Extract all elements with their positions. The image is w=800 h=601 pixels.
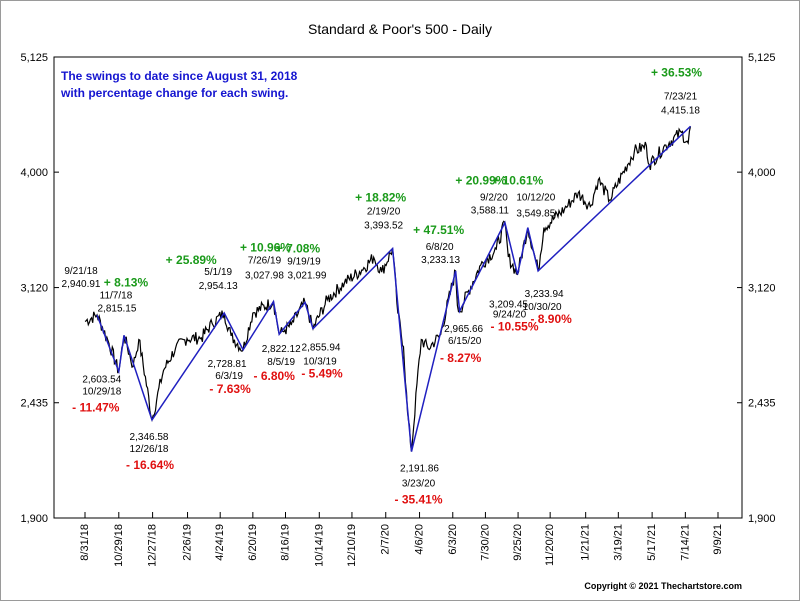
swing-date-label: 6/3/19 <box>215 371 243 382</box>
swing-value-label: 4,415.18 <box>661 105 700 116</box>
swing-loss-label: - 5.49% <box>301 367 343 381</box>
swing-value-label: 3,588.11 <box>471 206 510 217</box>
swing-value-label: 3,233.13 <box>421 255 460 266</box>
x-tick-label: 12/27/18 <box>147 524 159 567</box>
y-tick-label-right: 3,120 <box>748 283 776 295</box>
swing-gain-label: + 20.99% <box>455 174 506 188</box>
swing-gain-label: + 10.61% <box>492 174 543 188</box>
swing-value-label: 3,549.85 <box>516 209 555 220</box>
y-tick-label-left: 1,900 <box>20 513 48 525</box>
swing-value-label: 2,191.86 <box>400 464 439 475</box>
swing-date-label: 9/21/18 <box>64 266 98 277</box>
swing-loss-label: - 8.27% <box>440 351 482 365</box>
swing-loss-label: - 7.63% <box>209 382 251 396</box>
swing-date-label: 2/19/20 <box>367 207 401 218</box>
swing-date-label: 10/12/20 <box>516 193 555 204</box>
swing-value-label: 3,209.45 <box>489 299 528 310</box>
x-tick-label: 10/14/19 <box>313 524 325 567</box>
x-tick-label: 4/24/19 <box>214 524 226 561</box>
swing-loss-label: - 10.55% <box>490 319 538 333</box>
swing-value-label: 2,728.81 <box>208 359 247 370</box>
y-tick-label-left: 4,000 <box>20 167 48 179</box>
x-tick-label: 10/29/18 <box>113 524 125 567</box>
swing-date-label: 8/5/19 <box>267 357 295 368</box>
swing-gain-label: + 8.13% <box>104 275 149 289</box>
price-line <box>84 126 692 452</box>
swing-value-label: 3,021.99 <box>288 270 327 281</box>
x-tick-label: 8/16/19 <box>279 524 291 561</box>
x-tick-label: 9/9/21 <box>712 524 724 555</box>
swing-gain-label: + 7.08% <box>276 241 321 255</box>
x-tick-label: 8/31/18 <box>79 524 91 561</box>
swing-date-label: 10/3/19 <box>303 357 337 368</box>
x-tick-label: 1/21/21 <box>580 524 592 561</box>
swing-date-label: 10/30/20 <box>523 302 562 313</box>
swing-value-label: 2,855.94 <box>302 343 341 354</box>
swing-date-label: 6/8/20 <box>426 242 454 253</box>
annotation-layer: 9/21/18 2,940.91 10/29/182,603.54 - 11.47% 1… <box>62 65 703 506</box>
x-tick-label: 11/20/20 <box>544 524 556 566</box>
y-tick-label-right: 1,900 <box>748 513 776 525</box>
swing-date-label: 9/19/19 <box>287 256 321 267</box>
y-tick-label-right: 2,435 <box>748 398 776 410</box>
swing-value-label: 2,346.58 <box>130 432 169 443</box>
swing-gain-label: + 25.89% <box>166 253 217 267</box>
y-tick-label-right: 4,000 <box>748 167 776 179</box>
swing-date-label: 7/23/21 <box>664 91 698 102</box>
series-layer <box>84 125 692 452</box>
swing-loss-label: - 11.47% <box>72 401 120 415</box>
swing-loss-label: - 6.80% <box>254 369 296 383</box>
x-tick-label: 7/30/20 <box>479 524 491 561</box>
y-tick-label-left: 5,125 <box>20 52 48 64</box>
y-tick-label-right: 5,125 <box>748 52 776 64</box>
swing-date-label: 6/15/20 <box>448 336 482 347</box>
swing-date-label: 10/29/18 <box>82 387 121 398</box>
x-tick-label: 9/25/20 <box>512 524 524 561</box>
swing-date-label: 11/7/18 <box>100 290 133 301</box>
swing-value-label: 3,233.94 <box>525 289 564 300</box>
swing-line <box>96 125 692 452</box>
swing-date-label: 7/26/19 <box>248 255 282 266</box>
swing-value-label: 2,822.12 <box>262 344 301 355</box>
x-tick-label: 3/19/21 <box>612 524 624 561</box>
swing-loss-label: - 16.64% <box>126 458 174 472</box>
swing-value-label: 3,393.52 <box>364 221 403 232</box>
x-tick-label: 6/20/19 <box>247 524 259 561</box>
swing-date-label: 9/24/20 <box>493 309 527 320</box>
note-line-2: with percentage change for each swing. <box>60 86 288 100</box>
y-tick-label-left: 2,435 <box>20 398 48 410</box>
y-tick-label-left: 3,120 <box>20 283 48 295</box>
swing-value-label: 2,940.91 <box>62 279 101 290</box>
chart-title: Standard & Poor's 500 - Daily <box>308 21 492 37</box>
swing-gain-label: + 10.96% <box>240 240 291 254</box>
x-tick-label: 2/7/20 <box>380 524 392 555</box>
swing-loss-label: - 35.41% <box>395 493 443 507</box>
swing-date-label: 12/26/18 <box>130 444 169 455</box>
swing-loss-label: - 8.90% <box>530 312 572 326</box>
note-line-1: The swings to date since August 31, 2018 <box>61 69 298 83</box>
swing-gain-label: + 47.51% <box>413 223 464 237</box>
swing-date-label: 3/23/20 <box>402 479 436 490</box>
swing-gain-label: + 18.82% <box>355 191 406 205</box>
x-tick-label: 5/17/21 <box>646 524 658 561</box>
swing-value-label: 2,954.13 <box>199 281 238 292</box>
swing-date-label: 5/1/19 <box>204 267 232 278</box>
y-axis-left: 5,125 4,000 3,120 2,435 1,900 <box>20 52 59 525</box>
swing-date-label: 9/2/20 <box>480 193 508 204</box>
x-tick-label: 4/6/20 <box>414 524 426 555</box>
swing-value-label: 2,603.54 <box>82 375 121 386</box>
x-tick-label: 6/3/20 <box>447 524 459 555</box>
swing-value-label: 2,965.66 <box>444 324 483 335</box>
swing-value-label: 2,815.15 <box>97 303 136 314</box>
x-tick-label: 2/26/19 <box>182 524 194 561</box>
swing-value-label: 3,027.98 <box>245 270 284 281</box>
x-axis: 8/31/18 10/29/18 12/27/18 2/26/19 4/24/19 6/2… <box>79 512 724 567</box>
x-tick-label: 12/10/19 <box>346 524 358 567</box>
x-tick-label: 7/14/21 <box>679 524 691 561</box>
swing-gain-label: + 36.53% <box>651 65 702 79</box>
y-axis-right: 5,125 4,000 3,120 2,435 1,900 <box>737 52 776 525</box>
copyright-text: Copyright © 2021 Thechartstore.com <box>584 581 742 591</box>
